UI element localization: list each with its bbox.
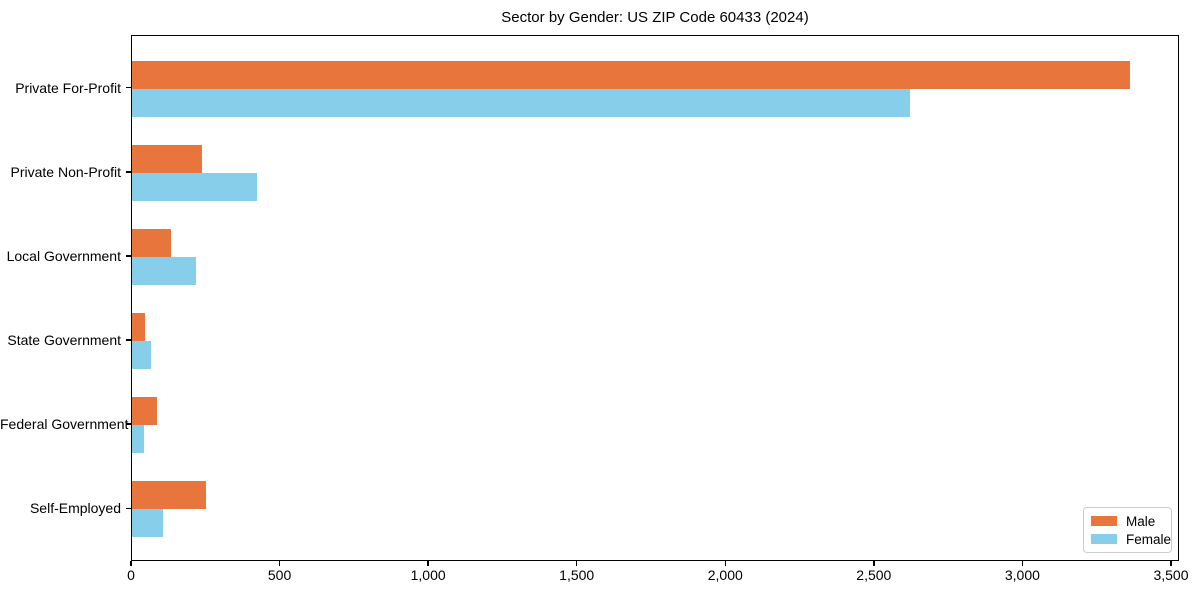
chart-title: Sector by Gender: US ZIP Code 60433 (202… [501, 9, 809, 26]
x-tick-label: 500 [267, 567, 292, 583]
y-tick-label: Private Non-Profit [10, 163, 121, 180]
legend-swatch-female [1091, 534, 1117, 544]
bar-male-4 [132, 397, 158, 426]
y-tick-mark [126, 507, 131, 510]
y-tick-mark [126, 86, 131, 89]
legend: Male Female [1083, 507, 1172, 553]
legend-label-male: Male [1126, 513, 1156, 529]
y-tick-label: Self-Employed [29, 500, 121, 517]
y-tick-label: Local Government [6, 247, 121, 264]
legend-item-male: Male [1091, 514, 1164, 529]
x-tick-mark [278, 561, 281, 566]
x-tick-mark [1170, 561, 1172, 566]
x-tick-label: 2,500 [856, 567, 892, 583]
x-tick-mark [1021, 561, 1024, 566]
bar-female-4 [132, 425, 144, 454]
x-tick-label: 1,500 [559, 567, 595, 583]
x-tick-label: 2,000 [707, 567, 743, 583]
bar-male-3 [132, 313, 146, 342]
bar-female-0 [132, 88, 911, 117]
y-tick-mark [126, 255, 131, 257]
legend-item-female: Female [1091, 532, 1171, 547]
y-tick-mark [126, 171, 131, 173]
bar-male-0 [132, 60, 1131, 89]
x-tick-mark [427, 561, 429, 566]
x-tick-label: 1,000 [410, 567, 446, 583]
y-tick-label: Federal Government [0, 416, 129, 433]
x-tick-label: 3,500 [1153, 567, 1189, 583]
legend-label-female: Female [1126, 531, 1172, 547]
bar-female-1 [132, 172, 257, 201]
y-tick-mark [126, 339, 131, 341]
y-tick-label: Private For-Profit [15, 79, 121, 96]
x-tick-label: 3,000 [1004, 567, 1040, 583]
bar-female-3 [132, 341, 152, 370]
x-tick-label: 0 [127, 567, 135, 583]
y-tick-label: State Government [7, 332, 121, 349]
x-tick-mark [873, 561, 875, 566]
bar-male-2 [132, 228, 171, 257]
x-tick-mark [575, 561, 578, 566]
bar-male-1 [132, 144, 202, 173]
bar-male-5 [132, 481, 207, 510]
legend-swatch-male [1091, 516, 1117, 526]
bar-female-2 [132, 256, 196, 285]
x-tick-mark [130, 561, 132, 566]
x-tick-mark [724, 561, 727, 566]
bar-female-5 [132, 509, 164, 538]
plot-area [131, 35, 1179, 561]
y-tick-mark [126, 423, 131, 425]
